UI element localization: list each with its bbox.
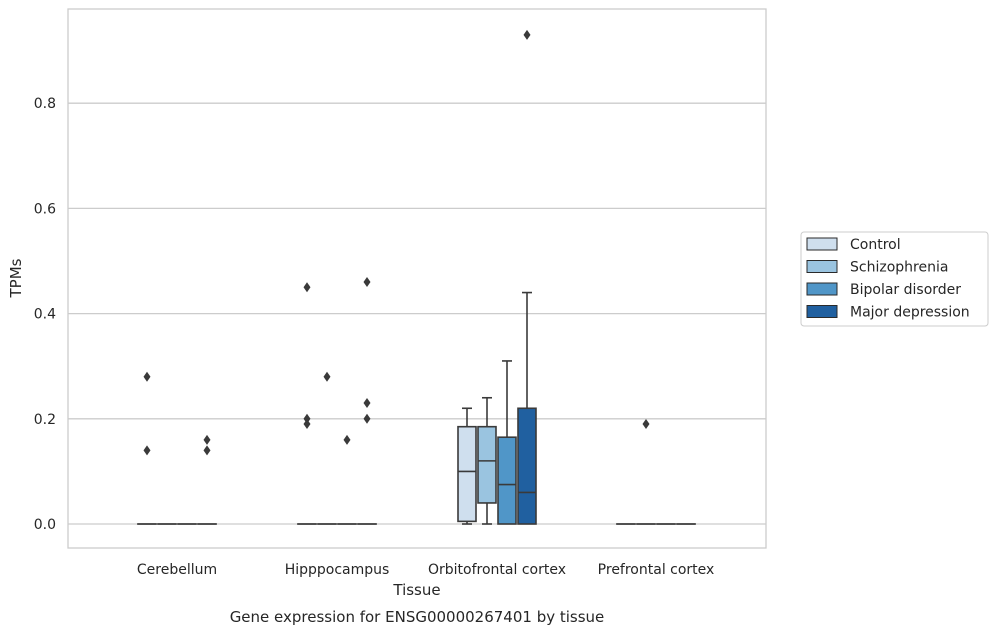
box-element bbox=[636, 419, 656, 525]
legend-label: Major depression bbox=[850, 305, 970, 321]
legend-frame bbox=[800, 231, 989, 327]
x-tick-label: Orbitofrontal cortex bbox=[428, 562, 566, 578]
outlier-point bbox=[303, 413, 311, 424]
legend-label: Schizophrenia bbox=[850, 260, 948, 276]
x-tick-label: Cerebellum bbox=[137, 562, 217, 578]
chart-caption: Gene expression for ENSG00000267401 by t… bbox=[230, 608, 605, 626]
legend-label: Control bbox=[850, 237, 901, 253]
outlier-point bbox=[203, 445, 211, 456]
box-groups bbox=[137, 29, 696, 525]
x-tick-label: Hipppocampus bbox=[285, 562, 390, 578]
box-body bbox=[517, 407, 537, 525]
outlier-point bbox=[363, 277, 371, 288]
box-element bbox=[457, 407, 477, 525]
outlier-point bbox=[363, 398, 371, 409]
plot-frame bbox=[67, 8, 767, 549]
box-body bbox=[457, 425, 477, 523]
legend-items: Control Schizophrenia Bipolar disorder Majo… bbox=[806, 237, 970, 321]
y-tick-label: 0.4 bbox=[34, 307, 56, 323]
x-tick-label: Prefrontal cortex bbox=[598, 562, 715, 578]
box-element bbox=[337, 434, 357, 525]
y-tick-label: 0.0 bbox=[34, 517, 56, 533]
plot-area bbox=[68, 9, 766, 548]
box-element bbox=[497, 360, 517, 525]
y-tick-label: 0.2 bbox=[34, 412, 56, 428]
box-element bbox=[137, 371, 157, 525]
outlier-point bbox=[303, 419, 311, 430]
box-body bbox=[477, 425, 497, 504]
outlier-point bbox=[642, 419, 650, 430]
outlier-point bbox=[363, 413, 371, 424]
legend-swatch bbox=[806, 260, 838, 273]
legend-swatch bbox=[806, 282, 838, 296]
legend: Control Schizophrenia Bipolar disorder Majo… bbox=[800, 231, 989, 327]
outlier-point bbox=[523, 29, 531, 40]
y-tick-label: 0.8 bbox=[34, 96, 56, 112]
box-element bbox=[477, 396, 497, 525]
legend-swatch bbox=[806, 305, 838, 318]
box-element bbox=[197, 434, 217, 525]
y-tick-labels: 0.0 0.2 0.4 0.6 0.8 bbox=[34, 96, 56, 533]
box-element bbox=[297, 282, 317, 525]
box-element bbox=[517, 29, 537, 525]
x-axis-label: Tissue bbox=[392, 581, 440, 599]
y-axis-label: TPMs bbox=[7, 258, 25, 298]
box-element bbox=[357, 277, 377, 525]
outlier-point bbox=[303, 282, 311, 293]
outlier-point bbox=[203, 434, 211, 445]
outlier-point bbox=[343, 434, 351, 445]
outlier-point bbox=[143, 371, 151, 382]
box-element bbox=[317, 371, 337, 525]
box-body bbox=[497, 436, 517, 525]
legend-swatch bbox=[806, 237, 838, 251]
x-tick-labels: Cerebellum Hipppocampus Orbitofrontal cort… bbox=[137, 562, 714, 578]
outlier-point bbox=[143, 445, 151, 456]
outlier-point bbox=[323, 371, 331, 382]
legend-label: Bipolar disorder bbox=[850, 282, 961, 298]
y-tick-label: 0.6 bbox=[34, 201, 56, 217]
